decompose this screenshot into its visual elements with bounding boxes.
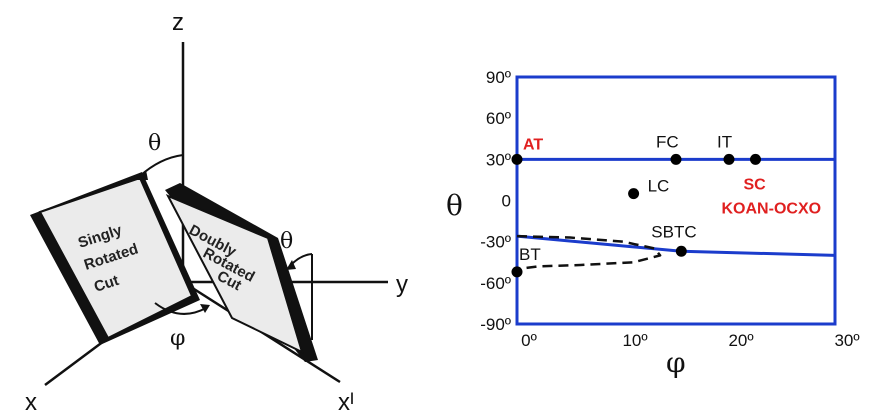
x-axis-label: x (25, 389, 37, 416)
point-at (511, 153, 523, 165)
point-label-fc: FC (656, 132, 679, 151)
chart-points: AT FC IT SC LC SBTC BT KOAN-OCXO (511, 132, 822, 278)
theta-label-top: θ (148, 131, 161, 156)
x-prime-axis-label: xᴵ (338, 389, 354, 416)
cut-diagram: z y x xᴵ Singly Rotated Cut Doubly Rotat… (25, 9, 408, 416)
y-axis-label: y (396, 271, 408, 298)
point-label-bt: BT (519, 245, 541, 264)
y-tick-label: 90º (486, 68, 511, 87)
point-it (723, 153, 735, 165)
point-sc (750, 153, 761, 165)
point-fc (670, 153, 682, 165)
bt-dashed-loop (516, 234, 662, 271)
point-label-sc: SC (744, 176, 767, 193)
theta-arrow-top-icon (136, 170, 148, 180)
point-label-at: AT (523, 136, 543, 153)
phi-arrow-icon (200, 304, 210, 313)
singly-rotated-cut-plate: Singly Rotated Cut (30, 172, 200, 345)
x-axis-title: φ (666, 346, 686, 379)
x-tick-label: 30º (834, 331, 859, 350)
y-tick-label: -30º (480, 233, 511, 252)
y-tick-label: -90º (480, 315, 511, 334)
y-tick-label: -60º (480, 274, 511, 293)
theta-label-right: θ (280, 229, 293, 254)
theta-arrow-right-icon (286, 260, 296, 270)
y-tick-label: 0 (502, 192, 511, 211)
y-tick-labels: 90º 60º 30º 0 -30º -60º -90º (480, 68, 511, 334)
x-tick-labels: 0º 10º 20º 30º (521, 331, 859, 350)
koan-ocxo-label: KOAN-OCXO (722, 200, 822, 217)
x-tick-label: 0º (521, 331, 537, 350)
point-label-it: IT (717, 132, 732, 151)
y-tick-label: 30º (486, 150, 511, 169)
phi-arc (154, 302, 207, 315)
phi-label: φ (170, 326, 185, 351)
doubly-rotated-cut-plate: Doubly Rotated Cut (165, 183, 318, 362)
point-sbtc (675, 245, 687, 257)
singly-cut-line-3: Cut (92, 272, 121, 296)
z-axis-label: z (172, 9, 184, 36)
y-axis-title: θ (446, 189, 463, 222)
plot-frame (515, 75, 837, 326)
point-lc (628, 188, 640, 200)
x-tick-label: 20º (728, 331, 753, 350)
point-bt (511, 266, 523, 278)
x-tick-label: 10º (622, 331, 647, 350)
cut-angle-chart: 90º 60º 30º 0 -30º -60º -90º 0º 10º 20º 30º AT FC I… (446, 68, 860, 379)
point-label-sbtc: SBTC (651, 222, 696, 241)
point-label-lc: LC (648, 177, 670, 196)
y-tick-label: 60º (486, 109, 511, 128)
